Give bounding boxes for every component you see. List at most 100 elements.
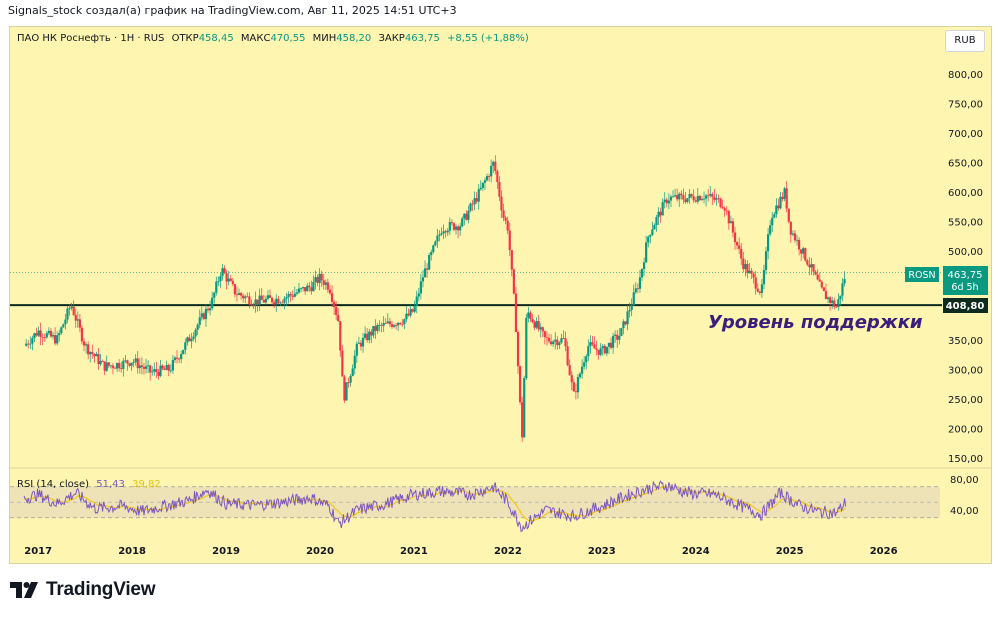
candle-body xyxy=(601,345,604,349)
candle-body xyxy=(289,294,292,296)
candle-body xyxy=(804,248,807,261)
candle-body xyxy=(47,330,50,334)
candle-body xyxy=(403,319,406,325)
candle-body xyxy=(293,293,296,297)
candle-body xyxy=(494,161,497,172)
candle-body xyxy=(413,306,416,312)
candle-body xyxy=(533,322,536,328)
candle-body xyxy=(31,338,34,344)
candle-body xyxy=(308,285,311,288)
candle-body xyxy=(138,365,141,369)
candle-body xyxy=(53,335,57,344)
candle-body xyxy=(438,234,441,236)
candle-body xyxy=(624,321,627,325)
candle-body xyxy=(423,268,427,278)
candle-body xyxy=(378,324,381,326)
candle-body xyxy=(190,338,193,342)
candle-body xyxy=(37,330,40,336)
candle-body xyxy=(159,365,162,376)
candle-body xyxy=(115,363,119,369)
candle-body xyxy=(560,338,563,343)
candle-body xyxy=(49,330,53,337)
candle-body xyxy=(642,262,646,269)
candle-body xyxy=(508,230,511,251)
price-tick-label: 250,00 xyxy=(948,395,983,406)
candle-body xyxy=(231,280,234,285)
candle-body xyxy=(39,330,42,337)
candle-body xyxy=(630,305,633,311)
candle-body xyxy=(397,322,400,326)
low-value: 458,20 xyxy=(336,33,372,44)
candle-body xyxy=(665,199,668,204)
candle-body xyxy=(89,351,92,355)
candle-body xyxy=(242,295,245,299)
candle-body xyxy=(680,193,683,196)
candle-body xyxy=(339,321,342,351)
candle-body xyxy=(306,285,309,292)
candle-body xyxy=(558,342,561,346)
candle-body xyxy=(221,268,224,277)
high-value: 470,55 xyxy=(270,33,306,44)
candle-body xyxy=(151,371,154,373)
candle-body xyxy=(657,211,660,218)
candle-body xyxy=(764,251,768,270)
candle-body xyxy=(120,368,123,369)
candle-body xyxy=(818,279,821,282)
candle-body xyxy=(721,206,724,209)
candle-body xyxy=(556,339,559,346)
tradingview-logo[interactable]: TradingView xyxy=(10,579,156,601)
candle-body xyxy=(754,277,757,289)
candle-body xyxy=(25,343,28,346)
candle-body xyxy=(386,321,389,324)
candle-body xyxy=(82,341,86,346)
candle-body xyxy=(814,271,817,275)
candle-body xyxy=(29,343,32,345)
candle-body xyxy=(192,336,195,339)
candle-body xyxy=(328,289,332,294)
candle-body xyxy=(140,365,143,368)
candle-body xyxy=(766,234,770,252)
currency-button[interactable]: RUB xyxy=(945,30,985,52)
candle-body xyxy=(246,296,249,298)
candle-body xyxy=(118,363,121,369)
candle-body xyxy=(696,196,699,202)
candle-body xyxy=(690,194,693,197)
candle-body xyxy=(206,308,210,311)
candle-body xyxy=(580,366,584,374)
candle-body xyxy=(843,279,846,284)
support-annotation[interactable]: Уровень поддержки xyxy=(708,312,923,333)
candle-body xyxy=(361,337,365,347)
candle-body xyxy=(684,199,687,202)
candle-body xyxy=(105,362,108,371)
candle-body xyxy=(562,338,565,339)
candle-body xyxy=(200,313,203,318)
candle-body xyxy=(822,287,825,291)
rsi-value: 51,43 xyxy=(96,479,125,490)
candle-body xyxy=(653,225,656,230)
candle-body xyxy=(673,195,677,197)
candle-body xyxy=(227,278,230,282)
chart-attribution: Signals_stock создал(а) график на Tradin… xyxy=(8,4,457,17)
candle-body xyxy=(504,217,507,221)
candle-body xyxy=(175,357,179,359)
candle-body xyxy=(461,218,464,227)
rsi-tick-label: 80,00 xyxy=(950,475,979,486)
candle-body xyxy=(626,311,629,325)
candle-body xyxy=(771,217,774,226)
candle-body xyxy=(704,195,708,199)
rsi-label: RSI (14, close) xyxy=(17,479,90,490)
candle-body xyxy=(707,195,710,197)
time-tick-label: 2025 xyxy=(776,546,804,557)
candle-body xyxy=(775,205,778,215)
candle-body xyxy=(450,222,453,224)
candle-body xyxy=(130,362,133,366)
candle-body xyxy=(359,342,363,347)
candle-body xyxy=(194,329,197,337)
candle-body xyxy=(111,365,115,368)
candle-body xyxy=(506,220,509,231)
symbol-legend[interactable]: ПАО НК Роснефть · 1Н · RUS ОТКР458,45 МА… xyxy=(17,33,529,44)
rsi-legend[interactable]: RSI (14, close) 51,43 39,82 xyxy=(17,479,161,490)
price-tick-label: 300,00 xyxy=(948,365,983,376)
close-value: 463,75 xyxy=(404,33,440,44)
